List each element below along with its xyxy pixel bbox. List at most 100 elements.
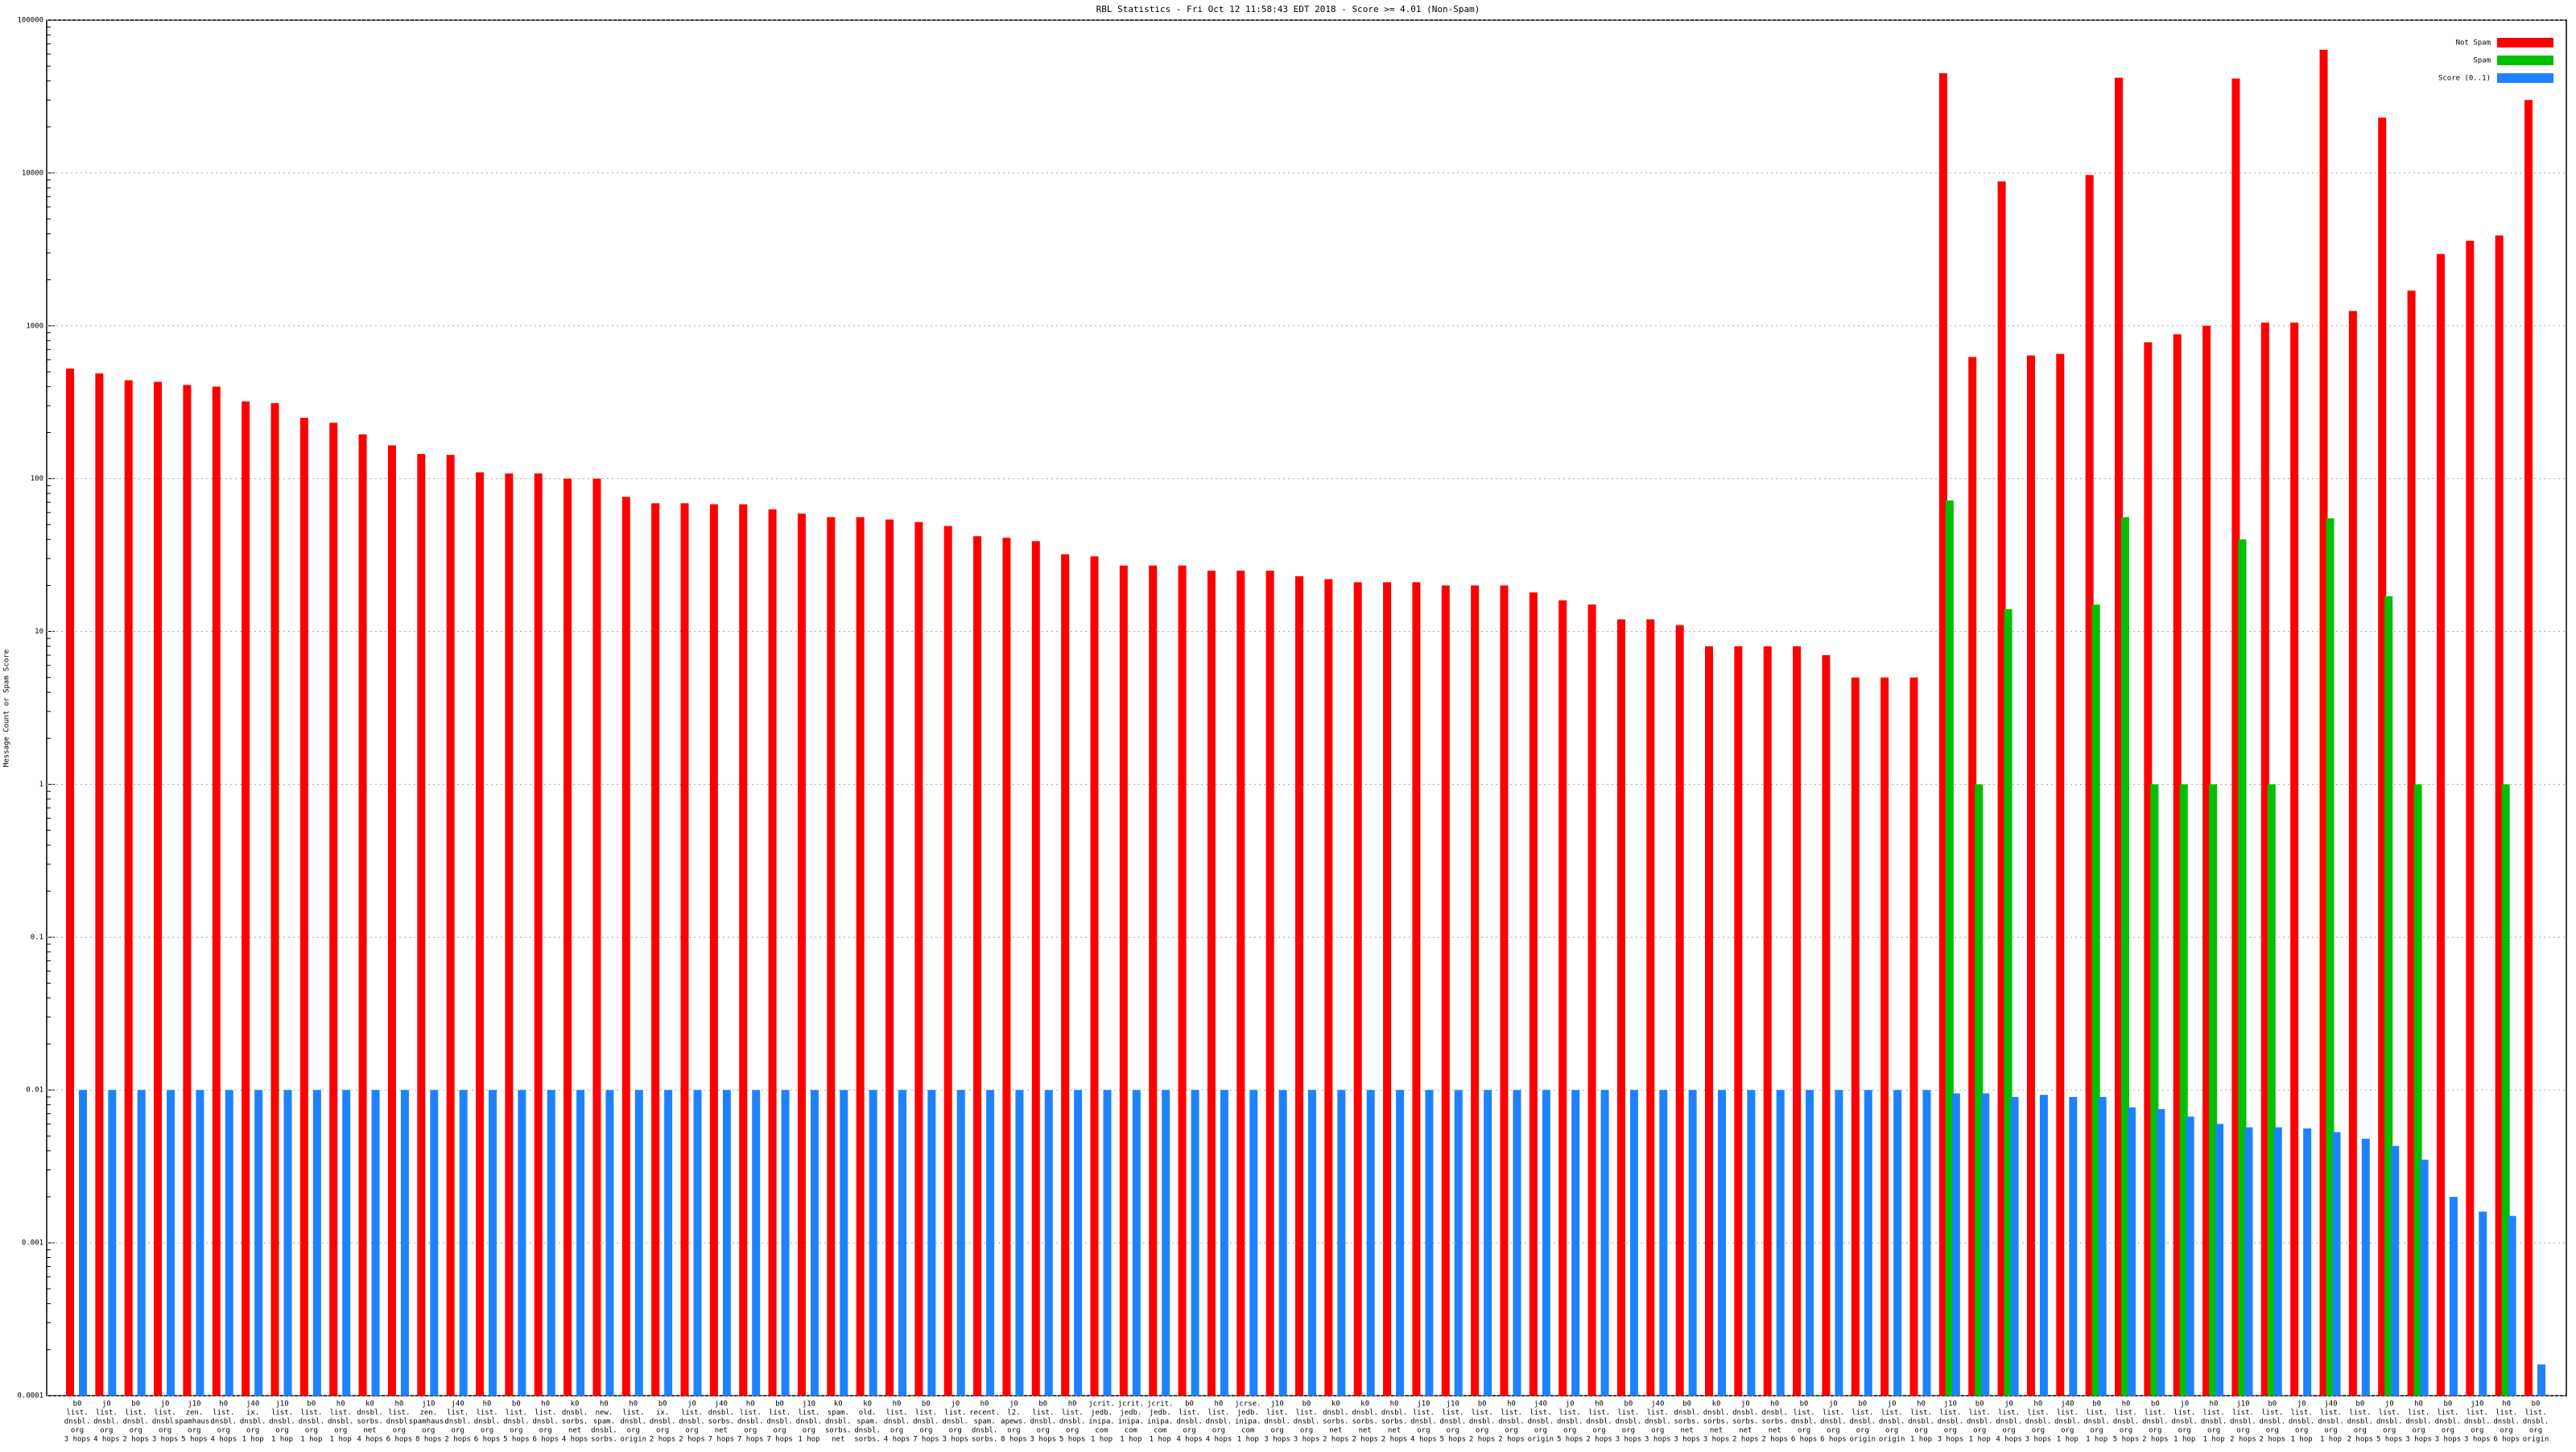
x-tick-label: list. xyxy=(1442,1409,1463,1417)
x-tick-label: 5 hops xyxy=(181,1436,208,1444)
x-tick-label: h0 xyxy=(1390,1400,1399,1409)
x-tick-label: dnsbl. xyxy=(1469,1418,1496,1426)
x-tick-label: dnsbl. xyxy=(591,1427,617,1435)
x-tick-label: 2 hops xyxy=(2142,1436,2169,1444)
legend-label: Spam xyxy=(2473,57,2491,65)
x-tick-label: org xyxy=(773,1427,786,1435)
x-tick-label: net xyxy=(1359,1427,1372,1435)
y-tick-label: 1 xyxy=(39,781,43,789)
x-tick-label: 1 hop xyxy=(1120,1436,1141,1444)
x-tick-label: org xyxy=(100,1427,113,1435)
y-tick-label: 10 xyxy=(35,628,43,636)
x-tick-label: b0 xyxy=(1858,1400,1867,1409)
x-tick-label: org xyxy=(1271,1427,1284,1435)
x-tick-label: h0 xyxy=(1917,1400,1926,1409)
x-tick-label: dnsbl. xyxy=(2405,1418,2432,1426)
x-tick-label: inipa. xyxy=(1147,1418,1174,1426)
bar xyxy=(1975,784,1984,1396)
x-tick-label: net xyxy=(1681,1427,1694,1435)
x-tick-label: list. xyxy=(2203,1409,2225,1417)
x-tick-label: 4 hops xyxy=(884,1436,910,1444)
plot-frame xyxy=(46,19,2567,1396)
x-tick-label: 2 hops xyxy=(1323,1436,1349,1444)
x-tick-label: dnsbl. xyxy=(444,1418,471,1426)
x-tick-label: sorbs. xyxy=(825,1427,852,1435)
bar xyxy=(489,1090,497,1396)
x-tick-label: list. xyxy=(944,1409,966,1417)
bar xyxy=(2436,254,2445,1396)
x-tick-label: org xyxy=(2442,1427,2454,1435)
x-tick-label: com xyxy=(1125,1427,1137,1435)
x-tick-label: k0 xyxy=(834,1400,843,1409)
x-tick-label: j0 xyxy=(102,1400,111,1409)
y-tick-label: 0.001 xyxy=(22,1240,43,1248)
x-tick-label: dnsbl. xyxy=(1908,1418,1934,1426)
x-tick-label: dnsbl. xyxy=(913,1418,939,1426)
x-tick-label: h0 xyxy=(336,1400,345,1409)
bar xyxy=(2085,175,2094,1396)
x-tick-label: net xyxy=(1388,1427,1401,1435)
x-tick-label: 1 hop xyxy=(1910,1436,1932,1444)
x-tick-label: 3 hops xyxy=(2464,1436,2491,1444)
bar xyxy=(299,418,308,1396)
x-tick-label: h0 xyxy=(2210,1400,2219,1409)
bar xyxy=(417,454,426,1396)
bar xyxy=(2157,1108,2165,1396)
bar xyxy=(2495,235,2504,1396)
bar xyxy=(1162,1090,1170,1396)
x-tick-label: list. xyxy=(66,1409,88,1417)
bar xyxy=(651,503,660,1396)
x-tick-label: 6 hops xyxy=(386,1436,413,1444)
bar xyxy=(329,423,338,1396)
bar xyxy=(2384,596,2393,1396)
bar xyxy=(1776,1090,1785,1396)
x-tick-label: org xyxy=(246,1427,259,1435)
bar xyxy=(2407,291,2416,1396)
x-tick-label: 5 hops xyxy=(2376,1436,2403,1444)
x-tick-label: net xyxy=(715,1427,728,1435)
x-tick-label: j0 xyxy=(1009,1400,1018,1409)
x-tick-label: list. xyxy=(2115,1409,2136,1417)
bar xyxy=(752,1090,761,1396)
bar xyxy=(2231,78,2240,1396)
x-tick-label: 5 hops xyxy=(1557,1436,1583,1444)
bar xyxy=(1893,1090,1902,1396)
x-tick-label: dnsbl. xyxy=(1820,1418,1847,1426)
x-tick-label: j10 xyxy=(2471,1400,2483,1409)
x-tick-label: b0 xyxy=(1478,1400,1487,1409)
bar xyxy=(1454,1090,1463,1396)
x-tick-label: dnsbl. xyxy=(152,1418,179,1426)
x-tick-label: 1 hop xyxy=(2203,1436,2225,1444)
bar xyxy=(1441,585,1450,1396)
bar xyxy=(66,368,74,1396)
bar xyxy=(1587,604,1596,1396)
x-tick-label: list. xyxy=(2145,1409,2166,1417)
x-tick-label: dnsbl. xyxy=(269,1418,295,1426)
x-tick-label: org xyxy=(2091,1427,2103,1435)
x-tick-label: org xyxy=(1417,1427,1430,1435)
x-tick-label: list. xyxy=(2174,1409,2195,1417)
x-tick-label: apews. xyxy=(1001,1418,1027,1426)
bar xyxy=(2026,355,2035,1396)
x-tick-label: dnsbl. xyxy=(532,1418,559,1426)
x-tick-label: 7 hops xyxy=(913,1436,939,1444)
x-tick-label: list. xyxy=(447,1409,469,1417)
x-tick-label: 3 hops xyxy=(1938,1436,1964,1444)
x-tick-label: dnsbl. xyxy=(240,1418,266,1426)
bar xyxy=(634,1090,643,1396)
bar xyxy=(1484,1090,1492,1396)
bar xyxy=(1061,554,1070,1396)
x-tick-label: b0 xyxy=(1624,1400,1633,1409)
x-tick-label: dnsbl. xyxy=(1586,1418,1612,1426)
x-tick-label: list. xyxy=(2320,1409,2342,1417)
x-tick-label: list. xyxy=(2027,1409,2049,1417)
bar xyxy=(1600,1090,1609,1396)
x-tick-label: dnsbl. xyxy=(650,1418,676,1426)
bar xyxy=(2115,77,2123,1396)
x-tick-label: list. xyxy=(1295,1409,1317,1417)
bar xyxy=(1149,565,1158,1396)
bar xyxy=(1629,1090,1638,1396)
x-tick-label: list. xyxy=(1588,1409,1610,1417)
bar xyxy=(986,1090,995,1396)
bar xyxy=(196,1090,204,1396)
